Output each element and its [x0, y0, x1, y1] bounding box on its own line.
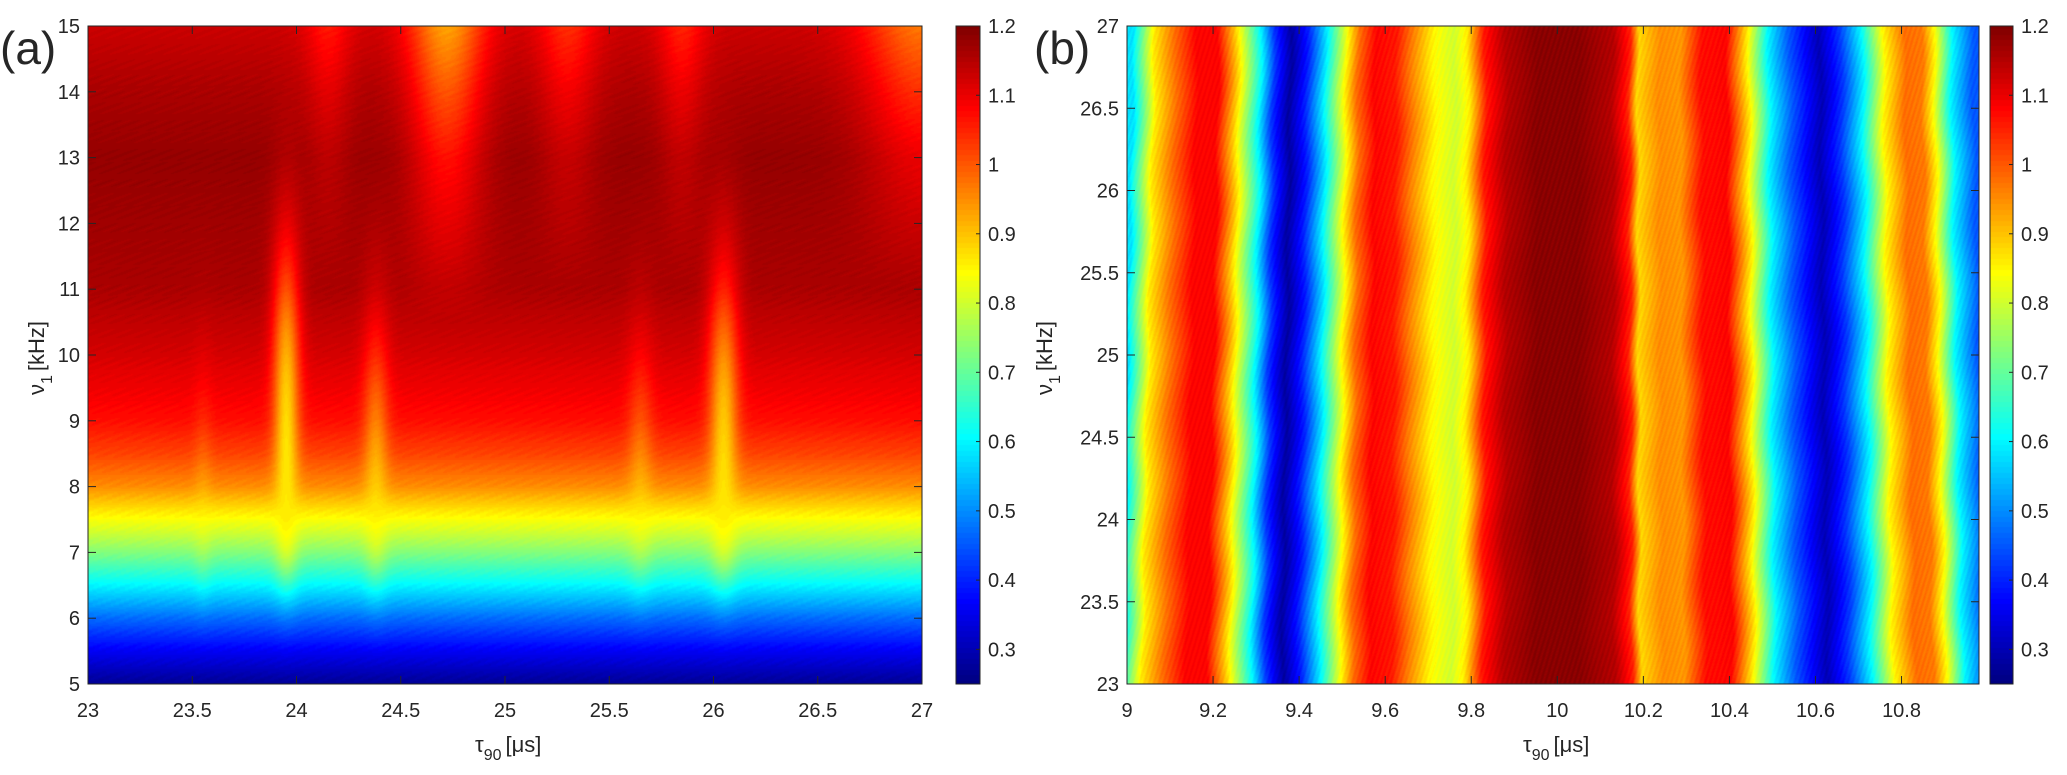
colorbar-tick-label: 1.1: [988, 85, 1016, 107]
y-axis-label-unit: [kHz]: [1032, 321, 1057, 371]
colorbar-tick-label: 1.2: [2021, 16, 2049, 38]
y-tick-label: 26: [1097, 181, 1119, 203]
colorbar-tick-label: 1: [2021, 155, 2032, 177]
x-tick-label: 27: [911, 700, 933, 722]
colorbar-tick-label: 0.5: [988, 501, 1016, 523]
colorbar-tick-label: 0.9: [988, 224, 1016, 246]
y-axis-label-sub: 1: [39, 375, 56, 384]
y-tick-label: 14: [58, 82, 80, 104]
colorbar-tick-label: 0.4: [988, 570, 1016, 592]
colorbar-tick-label: 0.7: [988, 362, 1016, 384]
y-tick-label: 9: [69, 411, 80, 433]
x-axis-label-unit: [μs]: [1554, 732, 1590, 757]
x-axis-label-sub: 90: [1532, 747, 1550, 764]
y-tick-label: 24.5: [1080, 427, 1119, 449]
y-axis-label-unit: [kHz]: [24, 321, 49, 371]
x-axis-label-symbol: τ: [475, 732, 484, 757]
colorbar-tick-label: 0.7: [2021, 362, 2049, 384]
y-tick-label: 15: [58, 16, 80, 38]
y-tick-label: 13: [58, 148, 80, 170]
x-tick-label: 9.8: [1457, 700, 1485, 722]
plot-frame: [1126, 25, 1980, 685]
y-tick-label: 27: [1097, 16, 1119, 38]
x-tick-label: 23: [77, 700, 99, 722]
x-tick-label: 24.5: [381, 700, 420, 722]
x-tick-label: 25: [494, 700, 516, 722]
x-tick-label: 26.5: [798, 700, 837, 722]
colorbar-tick-label: 1: [988, 155, 999, 177]
y-tick-label: 23.5: [1080, 592, 1119, 614]
colorbar-tick-label: 0.5: [2021, 501, 2049, 523]
colorbar-tick-label: 1.2: [988, 16, 1016, 38]
x-axis-label-sub: 90: [484, 747, 502, 764]
colorbar-tick-label: 0.6: [2021, 432, 2049, 454]
colorbar-tick-label: 0.9: [2021, 224, 2049, 246]
x-tick-label: 10.6: [1796, 700, 1835, 722]
x-tick-label: 26: [702, 700, 724, 722]
x-axis-label-unit: [μs]: [506, 732, 542, 757]
x-tick-label: 10.8: [1882, 700, 1921, 722]
colorbar-tick-label: 0.3: [988, 639, 1016, 661]
y-tick-label: 8: [69, 477, 80, 499]
x-tick-label: 9.6: [1371, 700, 1399, 722]
x-tick-label: 9: [1121, 700, 1132, 722]
y-tick-label: 25.5: [1080, 263, 1119, 285]
y-axis-label: ν1 [kHz]: [1032, 321, 1064, 395]
x-tick-label: 23.5: [173, 700, 212, 722]
x-tick-label: 10.2: [1624, 700, 1663, 722]
y-tick-label: 10: [58, 345, 80, 367]
panel-label: (b): [1034, 22, 1090, 74]
colorbar-tick-label: 0.3: [2021, 639, 2049, 661]
y-tick-label: 5: [69, 674, 80, 696]
y-tick-label: 24: [1097, 510, 1119, 532]
y-tick-label: 6: [69, 608, 80, 630]
x-tick-label: 24: [285, 700, 307, 722]
colorbar-tick-label: 0.6: [988, 432, 1016, 454]
y-axis-label-symbol: ν: [1032, 384, 1057, 395]
x-axis-label-symbol: τ: [1523, 732, 1532, 757]
x-tick-label: 10.4: [1710, 700, 1749, 722]
x-tick-label: 9.4: [1285, 700, 1313, 722]
x-axis-label: τ90 [μs]: [1523, 732, 1589, 764]
y-tick-label: 26.5: [1080, 98, 1119, 120]
y-tick-label: 12: [58, 213, 80, 235]
x-tick-label: 10: [1546, 700, 1568, 722]
colorbar-tick-label: 1.1: [2021, 85, 2049, 107]
y-tick-label: 23: [1097, 674, 1119, 696]
y-axis-label-sub: 1: [1047, 375, 1064, 384]
heatmap-a: [88, 26, 922, 684]
heatmap-b: [1127, 26, 1979, 684]
x-tick-label: 9.2: [1199, 700, 1227, 722]
colorbar-frame: [1989, 25, 2014, 685]
y-tick-label: 11: [59, 279, 80, 301]
y-axis-label: ν1 [kHz]: [24, 321, 56, 395]
x-tick-label: 25.5: [590, 700, 629, 722]
colorbar-tick-label: 0.8: [988, 293, 1016, 315]
y-tick-label: 7: [69, 542, 80, 564]
panel-label: (a): [0, 22, 56, 74]
colorbar-tick-label: 0.4: [2021, 570, 2049, 592]
y-axis-label-symbol: ν: [24, 384, 49, 395]
colorbar-frame: [955, 25, 981, 685]
colorbar-b: [1990, 26, 2013, 684]
colorbar-a: [956, 26, 980, 684]
x-axis-label: τ90 [μs]: [475, 732, 541, 764]
plot-frame: [87, 25, 923, 685]
y-tick-label: 25: [1097, 345, 1119, 367]
colorbar-tick-label: 0.8: [2021, 293, 2049, 315]
